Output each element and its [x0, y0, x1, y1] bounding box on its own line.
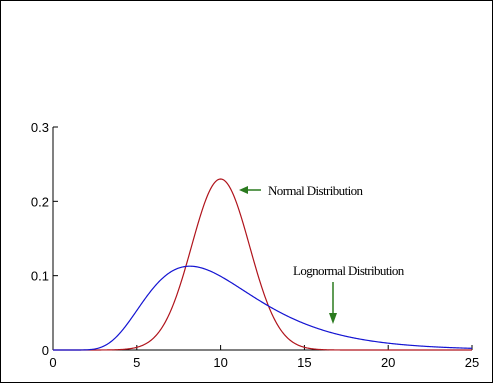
x-tick-label: 5 — [133, 355, 140, 370]
lognormal-distribution-annotation: Lognormal Distribution — [293, 263, 405, 278]
normal-distribution-annotation: Normal Distribution — [268, 183, 363, 198]
x-tick-label: 10 — [213, 355, 227, 370]
lognormal-annotation-arrow-head — [329, 313, 337, 324]
y-tick-label: 0.3 — [31, 120, 49, 135]
x-tick-label: 20 — [381, 355, 395, 370]
annotations-group: Normal Distribution Lognormal Distributio… — [239, 183, 405, 324]
normal-distribution-line — [53, 178, 472, 351]
axes: 0 5 10 15 20 25 0 0.1 0.2 0.3 — [31, 120, 479, 370]
x-tick-label: 0 — [49, 355, 56, 370]
y-tick-label: 0.2 — [31, 194, 49, 209]
y-tick-label: 0 — [42, 343, 49, 358]
y-tick-label: 0.1 — [31, 269, 49, 284]
x-tick-label: 25 — [465, 355, 479, 370]
series-group — [53, 178, 473, 351]
lognormal-distribution-line — [53, 265, 473, 351]
normal-annotation-arrow-head — [239, 186, 248, 194]
x-tick-label: 15 — [297, 355, 311, 370]
